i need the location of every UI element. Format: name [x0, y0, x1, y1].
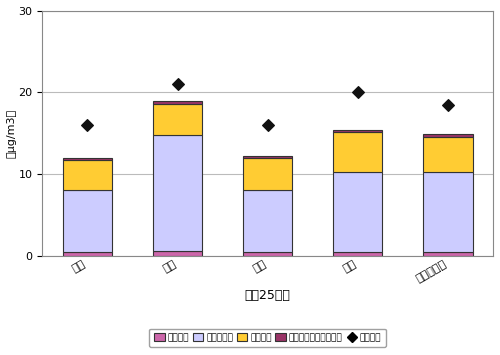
Bar [153, 104, 202, 135]
Bar [153, 251, 202, 256]
Point [84, 122, 92, 128]
Bar [423, 171, 472, 252]
Bar [333, 130, 382, 132]
Bar [62, 252, 112, 256]
Bar [423, 134, 472, 137]
Bar [243, 252, 292, 256]
Point [354, 90, 362, 95]
Point [444, 102, 452, 108]
Bar [333, 252, 382, 256]
Bar [153, 135, 202, 251]
Bar [243, 158, 292, 190]
Point [174, 82, 182, 87]
Point [264, 122, 272, 128]
Bar [243, 190, 292, 252]
Bar [62, 158, 112, 160]
Bar [423, 252, 472, 256]
X-axis label: 平成25年度: 平成25年度 [244, 289, 290, 302]
Legend: 金属成分, イオン成分, 炭素成分, 多環芳香族炭化水素類, 質量濃度: 金属成分, イオン成分, 炭素成分, 多環芳香族炭化水素類, 質量濃度 [150, 329, 386, 346]
Bar [333, 132, 382, 171]
Bar [423, 137, 472, 171]
Bar [333, 171, 382, 252]
Bar [153, 102, 202, 104]
Bar [62, 160, 112, 190]
Bar [243, 156, 292, 158]
Y-axis label: （μg/m3）: （μg/m3） [7, 109, 17, 158]
Bar [62, 190, 112, 252]
